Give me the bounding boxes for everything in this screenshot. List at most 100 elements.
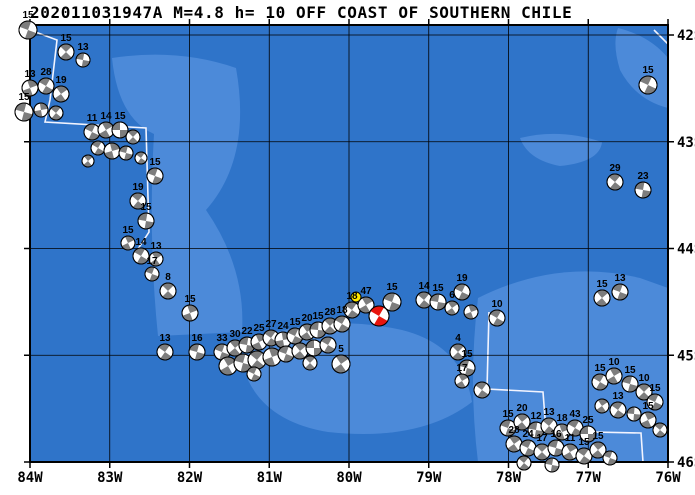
focal-mechanism — [621, 375, 639, 393]
focal-mechanism — [181, 304, 199, 322]
map-title: 202011031947A M=4.8 h= 10 OFF COAST OF S… — [30, 3, 573, 22]
plate-boundary-line — [30, 29, 150, 253]
ocean-layer — [30, 25, 668, 462]
event-depth-label: 14 — [418, 281, 430, 292]
focal-mechanism — [591, 373, 609, 391]
event-depth-label: 15 — [592, 431, 604, 442]
lon-tick-label: 83W — [97, 470, 123, 486]
event-depth-label: 15 — [122, 225, 134, 236]
event-depth-label: 13 — [159, 333, 171, 344]
focal-mechanism — [246, 366, 262, 382]
focal-mechanism — [566, 419, 584, 437]
focal-mechanisms-layer — [14, 20, 668, 473]
event-depth-label: 15 — [649, 383, 661, 394]
focal-mechanism — [382, 292, 402, 312]
lon-tick-label: 76W — [655, 470, 681, 486]
focal-mechanism — [561, 443, 579, 461]
highlight-focal-mechanism — [368, 305, 390, 327]
event-depth-label: 14 — [135, 237, 147, 248]
lon-tick-label: 82W — [177, 470, 203, 486]
event-depth-label: 15 — [596, 279, 608, 290]
focal-mechanism — [415, 291, 433, 309]
focal-mechanism — [453, 283, 471, 301]
focal-mechanism — [513, 413, 531, 431]
focal-mechanism — [134, 151, 148, 165]
focal-mechanism — [646, 393, 664, 411]
focal-mechanism — [499, 419, 517, 437]
focal-mechanism — [52, 85, 70, 103]
lon-tick-label: 77W — [576, 470, 602, 486]
plate-boundary-line — [486, 311, 644, 462]
event-depth-label: 19 — [132, 182, 144, 193]
focal-mechanism — [218, 356, 238, 376]
focal-mechanism — [505, 435, 523, 453]
lon-tick-label: 79W — [416, 470, 442, 486]
lat-tick-label: 43S — [677, 135, 695, 151]
focal-mechanism — [527, 421, 545, 439]
event-depth-label: 30 — [229, 329, 241, 340]
event-depth-label: 18 — [556, 413, 568, 424]
event-depth-label: 24 — [522, 429, 534, 440]
focal-mechanism — [148, 251, 164, 267]
focal-mechanism — [118, 145, 134, 161]
focal-mechanism — [626, 406, 642, 422]
focal-mechanism — [305, 339, 323, 357]
event-depth-label: 5 — [338, 344, 344, 355]
event-depth-label: 14 — [100, 111, 112, 122]
focal-mechanism — [309, 321, 327, 339]
event-depth-label: 23 — [637, 171, 649, 182]
focal-mechanism — [609, 401, 627, 419]
event-depth-label: 16 — [191, 333, 203, 344]
event-depth-label: 15 — [386, 282, 398, 293]
event-depth-label: 28 — [40, 67, 52, 78]
event-depth-label: 20 — [516, 403, 528, 414]
focal-mechanism — [144, 266, 160, 282]
focal-mechanism — [83, 123, 101, 141]
lon-tick-label: 78W — [496, 470, 522, 486]
lon-tick-label: 80W — [336, 470, 362, 486]
event-depth-label: 18 — [346, 291, 358, 302]
focal-mechanism — [188, 343, 206, 361]
focal-mechanism — [544, 457, 560, 473]
event-depth-label: 20 — [301, 313, 313, 324]
focal-mechanism — [75, 52, 91, 68]
event-depth-label: 13 — [543, 407, 555, 418]
focal-mechanism — [156, 343, 174, 361]
focal-mechanism — [33, 102, 49, 118]
focal-mechanism — [132, 247, 150, 265]
focal-mechanism — [48, 105, 64, 121]
event-depth-label: 24 — [277, 321, 289, 332]
event-depth-label: 17 — [536, 433, 548, 444]
lon-tick-label: 81W — [257, 470, 283, 486]
event-depth-label: 25 — [582, 415, 594, 426]
event-depth-label: 15 — [22, 10, 34, 21]
event-depth-label: 16 — [550, 429, 562, 440]
bathymetry-patch — [112, 54, 243, 337]
focal-mechanism — [331, 354, 351, 374]
event-depth-label: 10 — [491, 299, 503, 310]
focal-mechanism — [463, 304, 479, 320]
event-depth-label: 18 — [336, 305, 348, 316]
focal-mechanism — [594, 398, 610, 414]
focal-mechanism — [593, 289, 611, 307]
event-depth-label: 15 — [149, 157, 161, 168]
focal-mechanism — [37, 77, 55, 95]
lat-tick-label: 46S — [677, 455, 695, 471]
focal-mechanism — [473, 381, 491, 399]
focal-mechanism — [579, 425, 597, 443]
focal-mechanism — [444, 300, 460, 316]
focal-mechanism — [575, 447, 593, 465]
focal-mechanism — [639, 411, 657, 429]
event-depth-label: 8 — [165, 272, 171, 283]
event-depth-label: 13 — [150, 241, 162, 252]
event-depth-label: 15 — [18, 92, 30, 103]
focal-mechanism — [159, 282, 177, 300]
event-depth-label: 25 — [253, 323, 265, 334]
focal-mechanism — [429, 293, 447, 311]
focal-mechanism — [81, 154, 95, 168]
event-depth-label: 15 — [502, 409, 514, 420]
focal-mechanism — [533, 443, 551, 461]
event-depth-label: 15 — [140, 202, 152, 213]
